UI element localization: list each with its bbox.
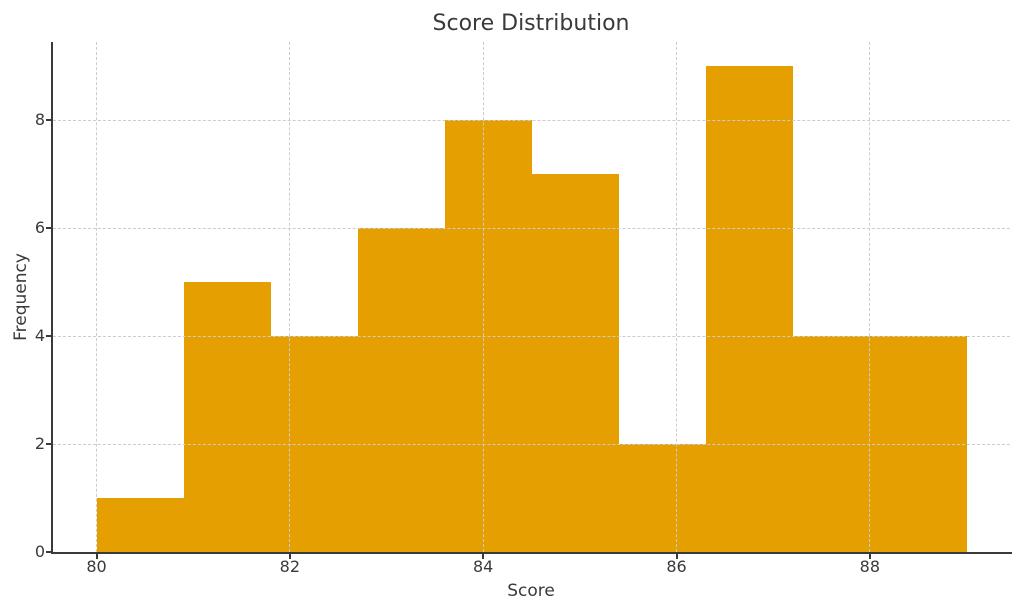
y-tick-label: 6 xyxy=(34,218,45,238)
histogram-bar xyxy=(792,336,880,552)
histogram-bar xyxy=(531,174,619,552)
plot-area xyxy=(53,42,1010,552)
histogram-bar xyxy=(444,120,532,552)
y-axis-spine xyxy=(51,42,53,554)
histogram-bar xyxy=(879,336,967,552)
y-tick-mark xyxy=(46,551,51,553)
x-tick-label: 80 xyxy=(86,557,107,576)
x-tick-mark xyxy=(675,554,678,559)
x-tick-mark xyxy=(288,554,291,559)
y-tick-label: 8 xyxy=(34,110,45,130)
x-tick-mark xyxy=(482,554,485,559)
bars-layer xyxy=(53,42,1010,552)
histogram-bar xyxy=(705,66,793,552)
x-tick-label: 82 xyxy=(279,557,301,576)
x-tick-label: 84 xyxy=(472,557,494,576)
x-tick-mark xyxy=(868,554,871,559)
x-axis-spine xyxy=(51,552,1012,554)
histogram-bar xyxy=(618,444,706,552)
y-tick-label: 2 xyxy=(34,434,45,454)
y-tick-label: 4 xyxy=(34,326,45,346)
histogram-bar xyxy=(270,336,358,552)
histogram-bar xyxy=(183,282,271,552)
y-axis-label: Frequency xyxy=(11,253,31,341)
histogram-bar xyxy=(96,498,184,552)
y-tick-label: 0 xyxy=(34,542,45,561)
x-tick-mark xyxy=(95,554,98,559)
histogram-bar xyxy=(357,228,445,552)
x-tick-label: 88 xyxy=(859,557,881,576)
x-axis-label: Score xyxy=(507,581,555,601)
x-tick-label: 86 xyxy=(666,557,687,576)
y-tick-mark xyxy=(46,335,51,338)
chart-title: Score Distribution xyxy=(432,11,630,36)
y-tick-mark xyxy=(46,443,51,446)
y-tick-mark xyxy=(46,227,51,230)
y-tick-mark xyxy=(46,119,51,122)
